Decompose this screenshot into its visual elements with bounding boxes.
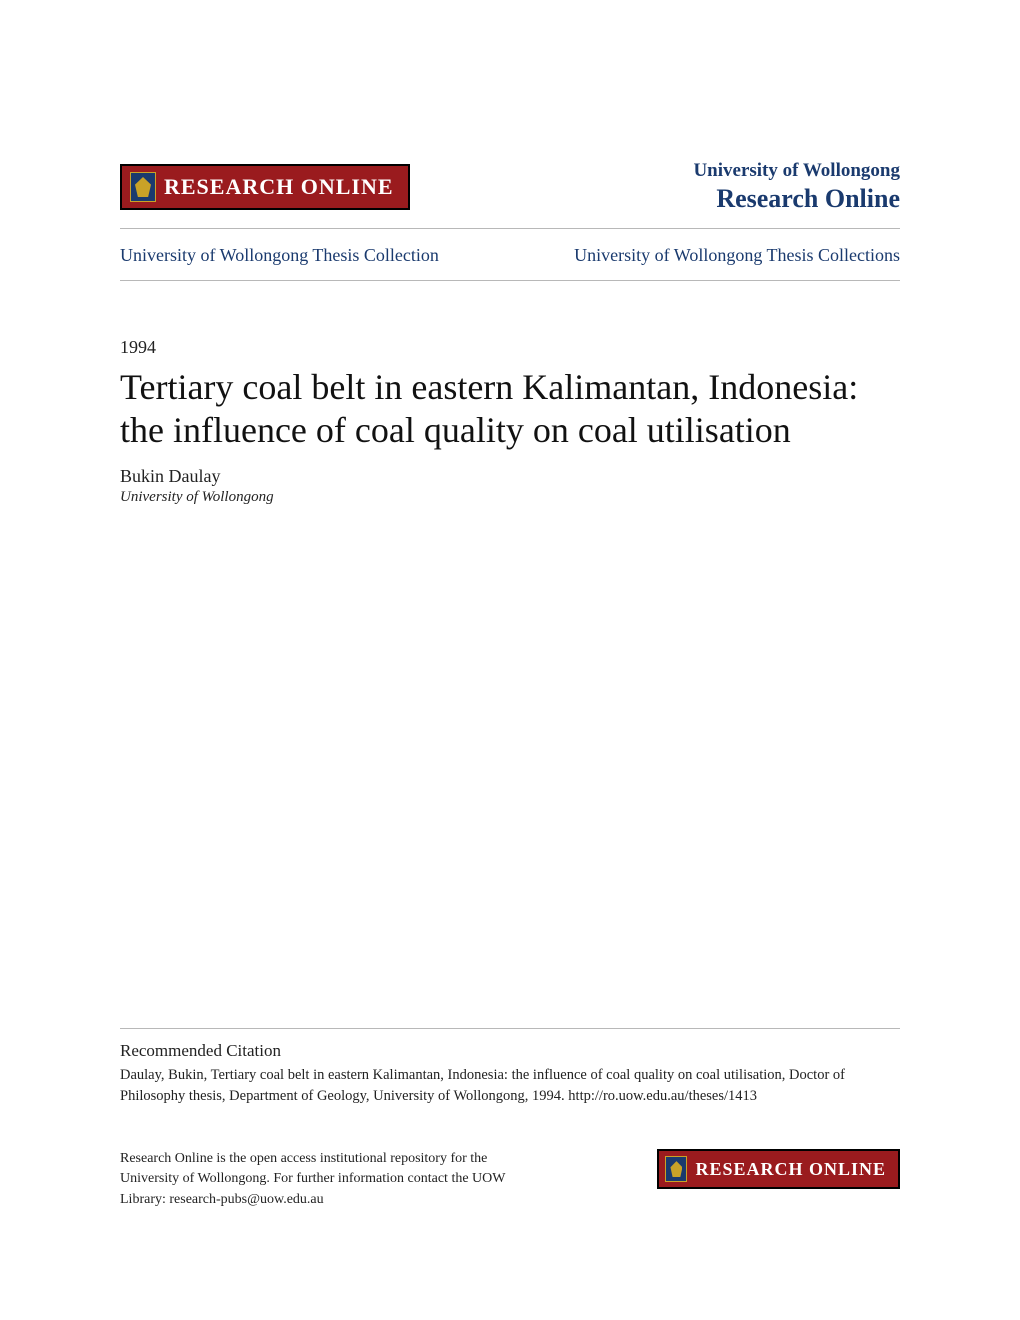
footer: Recommended Citation Daulay, Bukin, Tert…	[120, 1028, 900, 1210]
citation-heading: Recommended Citation	[120, 1041, 900, 1061]
footer-bottom-row: Research Online is the open access insti…	[120, 1149, 900, 1210]
citation-body: Daulay, Bukin, Tertiary coal belt in eas…	[120, 1065, 900, 1107]
uow-crest-icon	[665, 1156, 687, 1182]
header-row: RESEARCH ONLINE University of Wollongong…	[120, 160, 900, 214]
logo-text: RESEARCH ONLINE	[695, 1159, 886, 1180]
logo-text: RESEARCH ONLINE	[164, 174, 394, 200]
header-rule-bottom	[120, 280, 900, 281]
author-affiliation: University of Wollongong	[120, 489, 900, 506]
author-name: Bukin Daulay	[120, 466, 900, 487]
breadcrumb-left-link[interactable]: University of Wollongong Thesis Collecti…	[120, 245, 439, 266]
institution-block: University of Wollongong Research Online	[693, 160, 900, 214]
document-title: Tertiary coal belt in eastern Kalimantan…	[120, 366, 900, 452]
site-name[interactable]: Research Online	[693, 184, 900, 214]
footer-rule	[120, 1028, 900, 1029]
breadcrumb-right-link[interactable]: University of Wollongong Thesis Collecti…	[574, 245, 900, 266]
uow-crest-icon	[130, 172, 156, 202]
breadcrumb: University of Wollongong Thesis Collecti…	[120, 229, 900, 280]
open-access-statement: Research Online is the open access insti…	[120, 1149, 540, 1210]
publication-year: 1994	[120, 337, 900, 358]
research-online-logo-footer[interactable]: RESEARCH ONLINE	[657, 1149, 900, 1189]
institution-name[interactable]: University of Wollongong	[693, 160, 900, 182]
research-online-logo[interactable]: RESEARCH ONLINE	[120, 164, 410, 210]
